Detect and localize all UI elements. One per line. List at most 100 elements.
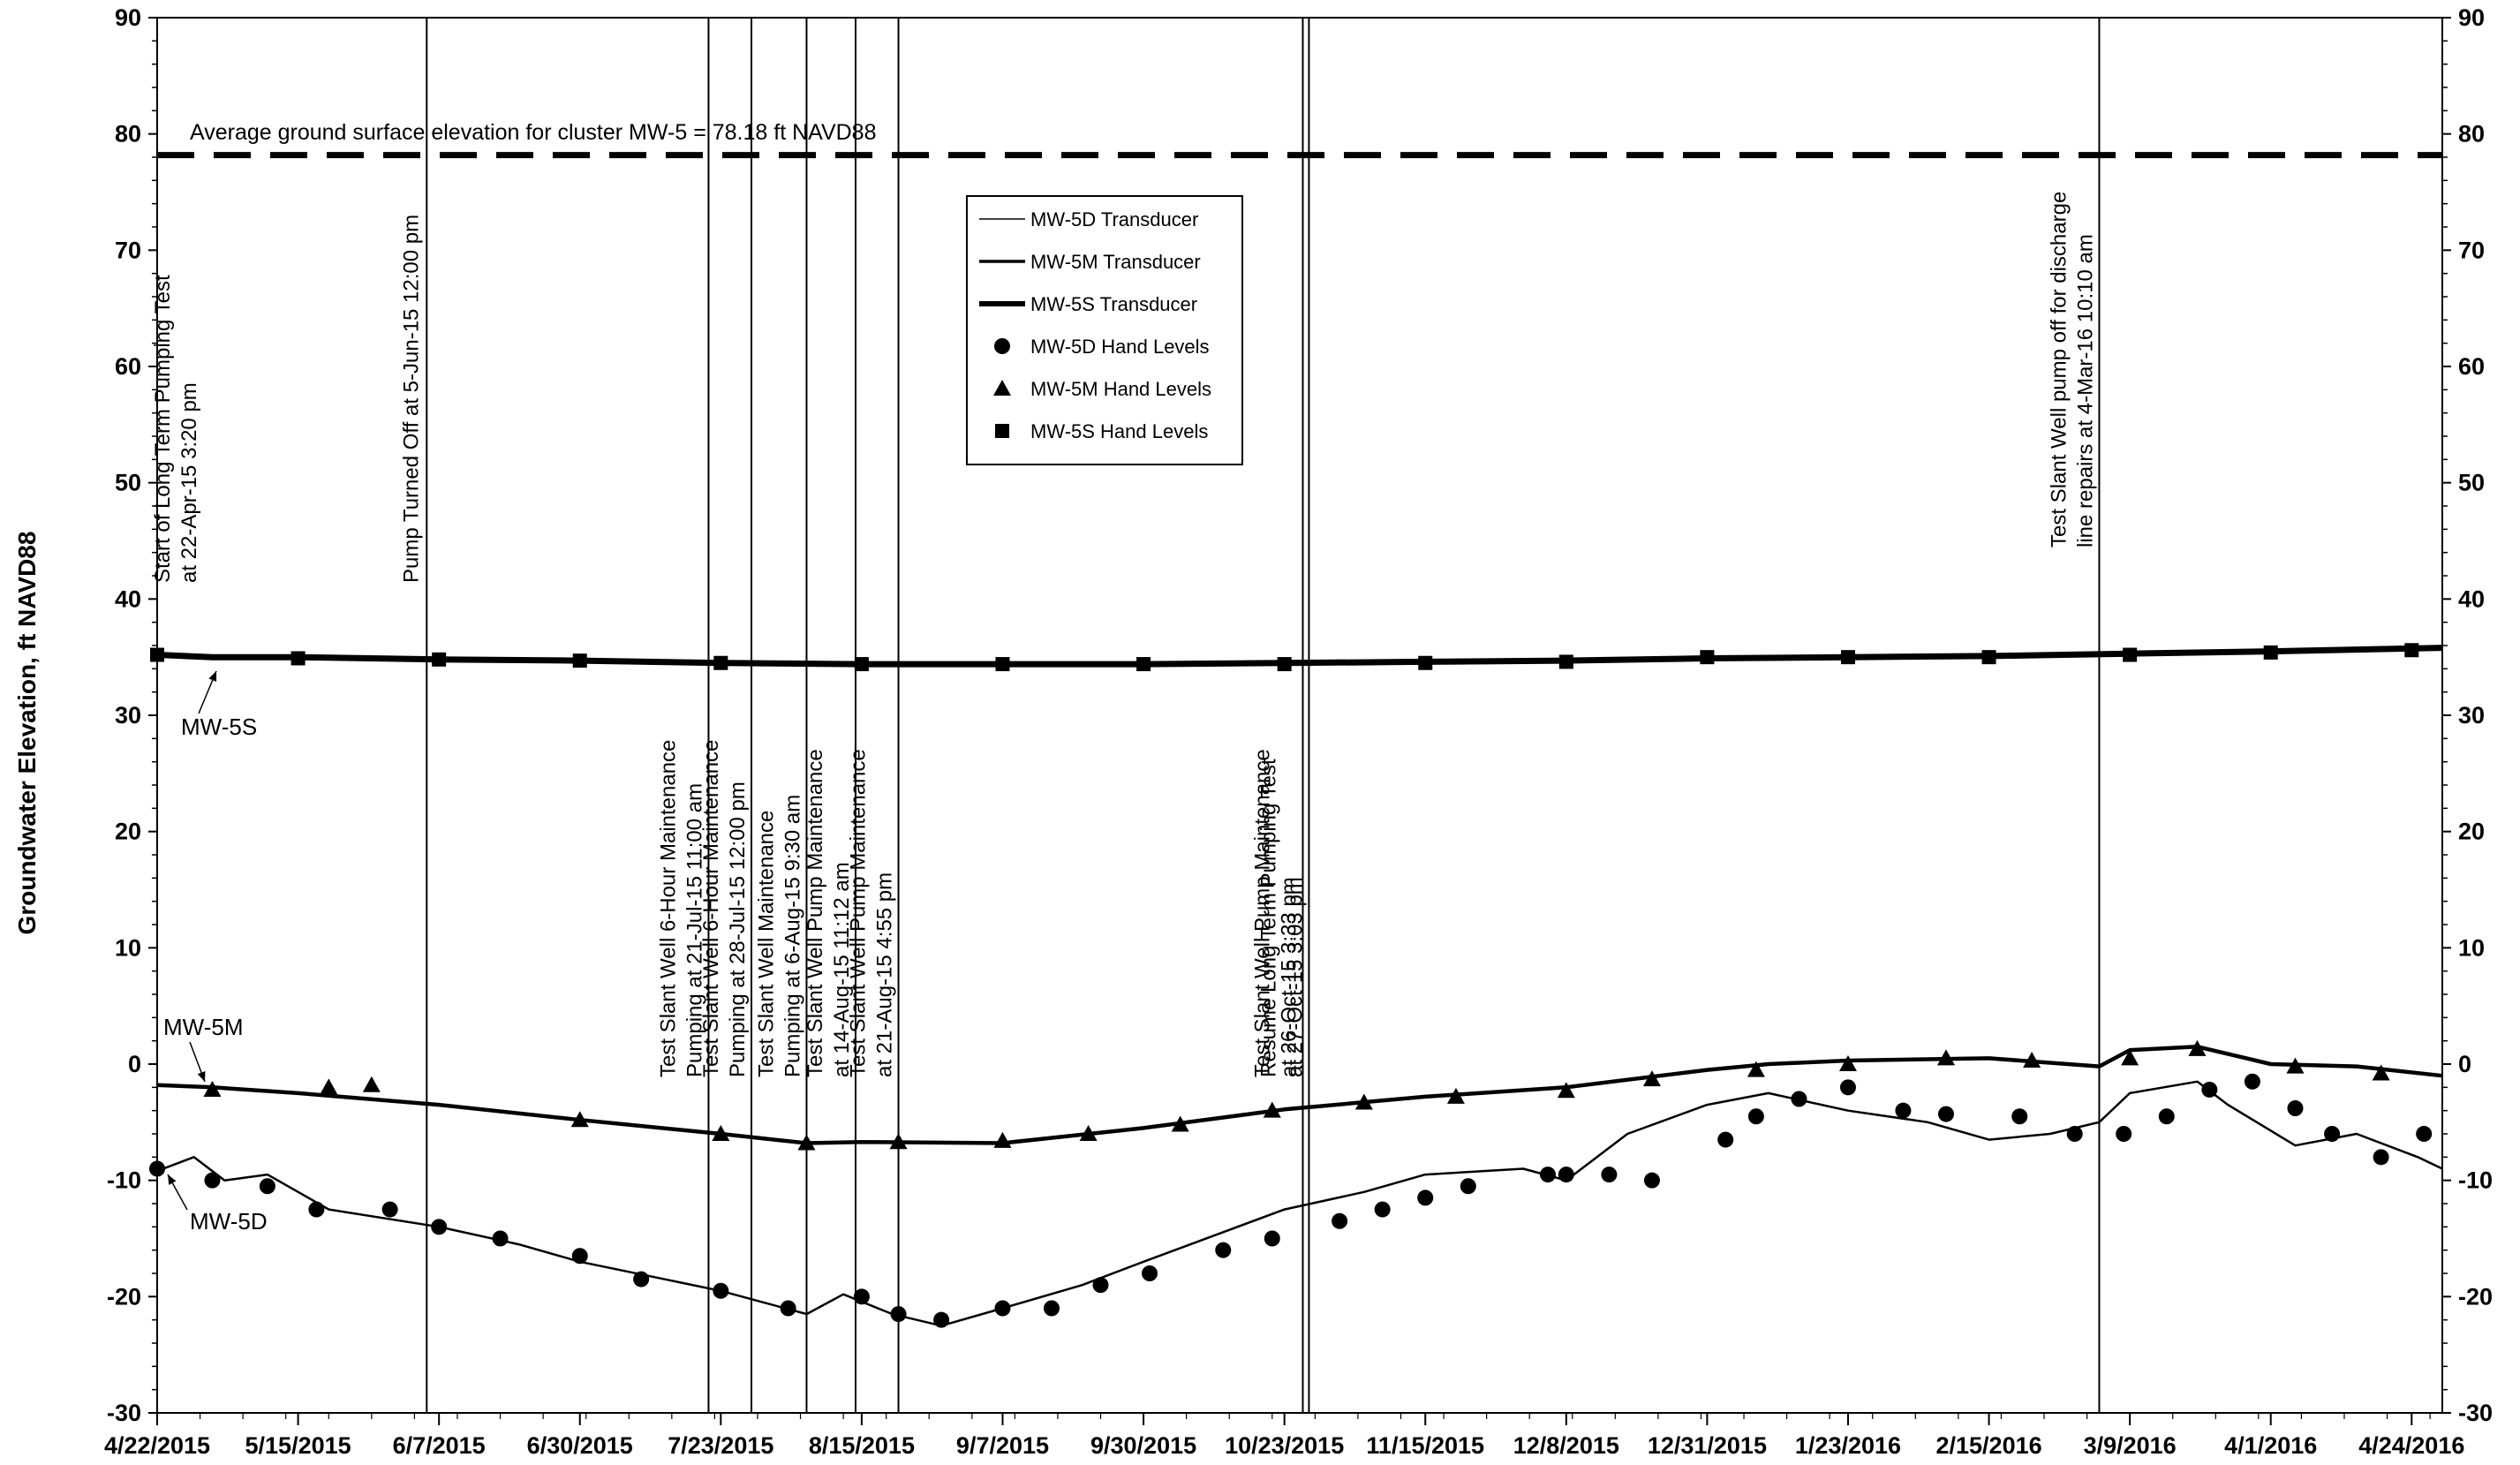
legend-box — [966, 195, 1243, 465]
hand-level-point-triangle — [1079, 1125, 1098, 1141]
hand-level-point-circle — [1747, 1108, 1764, 1125]
hand-level-point-circle — [1540, 1167, 1557, 1183]
event-annotation-line: Pump Turned Off at 5-Jun-15 12:00 pm — [399, 215, 423, 583]
legend-label: MW-5D Hand Levels — [1030, 336, 1210, 358]
hand-level-point-square — [1136, 657, 1151, 672]
y-tick-label-left: -10 — [107, 1167, 141, 1194]
hand-level-point-circle — [1791, 1091, 1807, 1107]
legend-swatch-triangle — [993, 380, 1011, 396]
hand-level-point-triangle — [1263, 1101, 1281, 1118]
event-annotation: Pump Turned Off at 5-Jun-15 12:00 pm — [399, 215, 423, 583]
x-tick-label: 1/23/2016 — [1795, 1432, 1901, 1459]
x-tick-label: 11/15/2015 — [1366, 1432, 1484, 1459]
hand-level-point-square — [572, 653, 587, 668]
hand-level-point-triangle — [203, 1080, 222, 1097]
event-annotation-line: Test Slant Well Maintenance — [754, 811, 778, 1077]
event-annotation-line: at 27-Oct-15 3:03 pm — [1283, 877, 1307, 1077]
hand-level-point-circle — [2158, 1108, 2175, 1125]
y-tick-label-right: 10 — [2458, 934, 2485, 961]
hand-level-point-circle — [853, 1288, 870, 1305]
y-tick-label-right: 50 — [2458, 470, 2485, 496]
hand-level-point-circle — [1332, 1212, 1348, 1229]
y-tick-label-left: 10 — [115, 934, 141, 961]
hand-level-point-triangle — [320, 1078, 338, 1095]
series-line-mw-5m-transducer — [156, 1045, 2443, 1145]
x-tick-label: 9/30/2015 — [1090, 1432, 1196, 1459]
x-tick-label: 10/23/2015 — [1225, 1432, 1344, 1459]
hand-level-point-triangle — [2372, 1064, 2390, 1081]
series-label-mw-5s: MW-5S — [181, 714, 257, 740]
y-tick-label-left: 80 — [115, 121, 141, 147]
hand-level-point-square — [854, 657, 869, 672]
event-annotation-line: Test Slant Well 6-Hour Maintenance — [699, 740, 723, 1077]
y-tick-label-left: 60 — [115, 353, 141, 380]
hand-level-point-triangle — [570, 1111, 589, 1128]
hand-level-point-circle — [1717, 1131, 1734, 1148]
hand-level-point-square — [1840, 650, 1855, 665]
y-axis-right: -30 -20 -10 0 10 20 30 40 50 60 70 80 90 — [2442, 4, 2493, 1426]
series-label-arrowhead — [208, 671, 217, 682]
hand-level-point-circle — [1417, 1189, 1434, 1206]
hand-level-point-circle — [259, 1178, 275, 1195]
legend: MW-5D Transducer MW-5M Transducer MW-5S Tr… — [966, 195, 1243, 465]
hand-level-point-circle — [492, 1230, 509, 1247]
event-annotation: Test Slant Well Pump Maintenance at 14-Au… — [804, 749, 854, 1077]
hand-level-point-square — [713, 655, 728, 670]
legend-label: MW-5D Transducer — [1030, 208, 1198, 230]
series-label-mw-5d: MW-5D — [190, 1208, 268, 1235]
series-label-mw-5m: MW-5M — [163, 1014, 244, 1040]
event-annotation-line: Pumping at 6-Aug-15 9:30 am — [781, 795, 804, 1077]
hand-level-point-circle — [204, 1172, 221, 1189]
y-tick-label-left: -30 — [107, 1400, 141, 1426]
hand-level-point-circle — [431, 1219, 448, 1235]
x-tick-label: 6/7/2015 — [393, 1432, 486, 1459]
hand-level-point-triangle — [1936, 1049, 1955, 1066]
hand-level-point-circle — [2373, 1149, 2389, 1166]
hand-level-point-square — [290, 651, 306, 666]
y-tick-label-right: 60 — [2458, 353, 2485, 380]
hand-level-point-square — [1558, 654, 1573, 669]
hand-level-point-circle — [2201, 1081, 2218, 1098]
y-tick-label-right: -20 — [2458, 1283, 2493, 1310]
hand-level-point-triangle — [1446, 1087, 1465, 1104]
y-tick-label-right: 80 — [2458, 121, 2485, 147]
hand-level-point-circle — [2244, 1073, 2260, 1090]
x-tick-label: 3/9/2016 — [2084, 1432, 2177, 1459]
y-tick-label-right: 30 — [2458, 702, 2485, 729]
hand-level-point-circle — [571, 1248, 588, 1265]
hand-level-point-square — [1277, 657, 1292, 672]
y-tick-label-left: 0 — [128, 1051, 141, 1077]
y-axis-left: -30 -20 -10 0 10 20 30 40 50 60 70 80 90 — [107, 4, 157, 1426]
hand-level-point-triangle — [2188, 1039, 2207, 1056]
hand-level-point-circle — [2116, 1126, 2132, 1142]
hand-level-point-square — [1981, 650, 1996, 665]
event-annotation-line: at 22-Apr-15 3:20 pm — [177, 382, 201, 583]
y-tick-label-right: 20 — [2458, 819, 2485, 845]
x-tick-label: 4/22/2015 — [104, 1432, 210, 1459]
hand-level-point-square — [1700, 650, 1715, 665]
event-annotation-line: Test Slant Well Pump Maintenance — [804, 749, 827, 1077]
hand-level-point-circle — [994, 1300, 1011, 1317]
hand-level-point-circle — [381, 1201, 398, 1218]
y-tick-label-left: 90 — [115, 4, 141, 31]
event-annotation: Test Slant Well Maintenance Pumping at 6-… — [754, 795, 804, 1077]
event-annotation-line: Resume Long Term Pumping Test — [1256, 759, 1280, 1077]
legend-label: MW-5S Transducer — [1030, 293, 1197, 315]
event-annotation: Test Slant Well 6-Hour Maintenance Pumpin… — [699, 740, 750, 1077]
hand-level-point-triangle — [362, 1076, 381, 1092]
hand-level-point-triangle — [797, 1134, 816, 1151]
hand-level-point-triangle — [1838, 1055, 1857, 1071]
event-annotation-line: Pumping at 28-Jul-15 12:00 pm — [726, 782, 750, 1077]
hand-level-point-circle — [1601, 1167, 1618, 1183]
x-tick-label: 7/23/2015 — [668, 1432, 773, 1459]
y-tick-label-right: -30 — [2458, 1400, 2493, 1426]
hand-level-point-triangle — [1557, 1082, 1575, 1099]
event-annotation: Start of Long Term Pumping Test at 22-Apr… — [151, 275, 201, 583]
hand-level-point-circle — [2324, 1126, 2341, 1142]
hand-level-point-triangle — [1747, 1061, 1765, 1077]
hand-level-point-triangle — [712, 1125, 730, 1141]
hand-level-point-triangle — [889, 1133, 908, 1150]
hand-level-point-circle — [1374, 1201, 1391, 1218]
y-tick-label-right: 40 — [2458, 585, 2485, 612]
